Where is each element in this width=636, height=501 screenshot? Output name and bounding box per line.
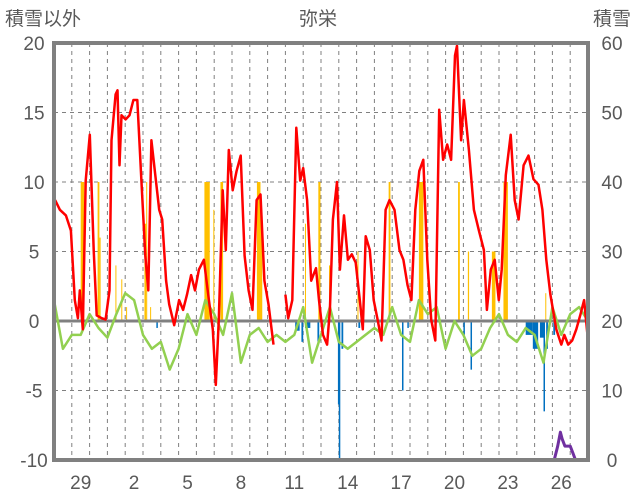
yellow-bar — [503, 182, 508, 321]
right-y-tick-label: 50 — [601, 104, 622, 125]
blue-bar — [525, 321, 533, 335]
blue-bar — [358, 321, 361, 328]
right-y-tick-label: 40 — [601, 173, 622, 194]
chart-title: 弥栄 — [299, 8, 337, 30]
x-tick-label: 29 — [70, 473, 91, 494]
green-series-line — [52, 291, 590, 371]
x-tick-label: 23 — [497, 473, 518, 494]
yellow-bar — [418, 182, 424, 321]
left-y-tick-label: 15 — [23, 104, 44, 125]
yellow-bar — [388, 182, 391, 321]
left-y-tick-label: 0 — [29, 312, 40, 333]
yellow-bar — [150, 307, 152, 321]
x-tick-label: 26 — [551, 473, 572, 494]
yellow-bar — [256, 182, 261, 321]
blue-bar — [341, 321, 344, 349]
yellow-bar — [99, 237, 101, 321]
yellow-bar — [80, 182, 85, 321]
left-y-tick-label: -10 — [20, 451, 47, 472]
blue-bar — [543, 321, 545, 412]
yellow-bar — [545, 293, 547, 321]
right-y-tick-label: 30 — [601, 243, 622, 264]
blue-bar — [463, 321, 465, 335]
right-y-tick-label: 0 — [607, 451, 618, 472]
left-axis-title: 積雪以外 — [5, 8, 81, 30]
blue-bar — [338, 321, 341, 460]
right-y-tick-label: 10 — [601, 382, 622, 403]
blue-bar — [470, 321, 473, 370]
yellow-bar — [144, 223, 147, 321]
yellow-bar — [318, 182, 321, 321]
x-tick-label: 20 — [444, 473, 465, 494]
blue-bar — [301, 321, 304, 342]
yellow-bar — [304, 223, 306, 321]
left-y-tick-label: 5 — [29, 243, 40, 264]
yellow-bar — [97, 182, 100, 321]
yellow-bar — [115, 265, 117, 321]
x-tick-label: 5 — [182, 473, 193, 494]
yellow-bar — [126, 307, 128, 321]
blue-bar — [407, 321, 409, 328]
yellow-bar — [491, 251, 496, 321]
x-tick-label: 8 — [236, 473, 247, 494]
x-tick-label: 14 — [337, 473, 359, 494]
yellow-bar — [467, 251, 470, 321]
left-y-tick-label: -5 — [26, 382, 43, 403]
yellow-bar — [458, 182, 460, 321]
x-tick-label: 17 — [391, 473, 412, 494]
yellow-bar — [213, 209, 215, 321]
right-y-tick-label: 20 — [601, 312, 622, 333]
red-series-line — [53, 44, 590, 387]
blue-bar — [401, 321, 404, 391]
yellow-bar — [260, 209, 263, 321]
x-tick-label: 11 — [284, 473, 304, 494]
right-y-tick-label: 60 — [601, 34, 622, 55]
yellow-bar — [146, 182, 148, 321]
x-tick-label: 2 — [129, 473, 140, 494]
left-y-tick-label: 10 — [23, 173, 44, 194]
right-axis-title: 積雪 — [593, 8, 631, 30]
blue-bar — [553, 321, 556, 335]
blue-bar — [304, 321, 311, 328]
blue-bar — [317, 321, 320, 342]
blue-bar — [337, 321, 340, 405]
blue-bar — [156, 321, 158, 328]
yellow-bar — [204, 182, 210, 321]
blue-bar — [539, 321, 544, 338]
plot-frame — [52, 41, 590, 462]
left-y-tick-label: 20 — [23, 34, 44, 55]
